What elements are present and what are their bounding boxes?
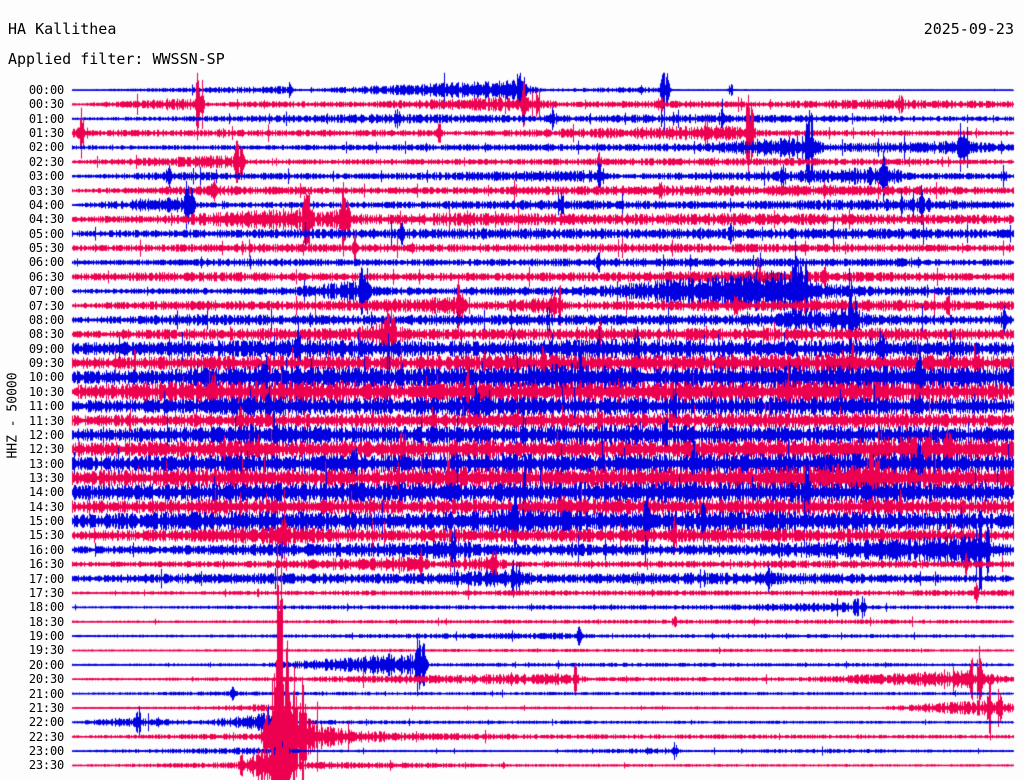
time-label: 00:30 [28, 97, 64, 112]
time-label: 04:30 [28, 212, 64, 227]
time-label: 15:00 [28, 514, 64, 529]
time-label: 01:30 [28, 126, 64, 141]
time-label: 07:30 [28, 298, 64, 313]
time-label: 11:00 [28, 399, 64, 414]
time-label: 03:00 [28, 169, 64, 184]
time-label: 05:00 [28, 226, 64, 241]
time-label: 22:30 [28, 729, 64, 744]
time-label: 15:30 [28, 528, 64, 543]
time-label: 12:00 [28, 427, 64, 442]
time-label: 01:00 [28, 111, 64, 126]
time-label: 17:30 [28, 585, 64, 600]
time-label: 14:30 [28, 499, 64, 514]
time-label: 20:30 [28, 672, 64, 687]
time-label: 06:00 [28, 255, 64, 270]
time-label: 02:00 [28, 140, 64, 155]
recording-date: 2025-09-23 [923, 20, 1014, 38]
time-label: 18:30 [28, 614, 64, 629]
time-label: 00:00 [28, 83, 64, 97]
time-label: 18:00 [28, 600, 64, 615]
time-label: 06:30 [28, 269, 64, 284]
filter-label: Applied filter: WWSSN-SP [8, 50, 225, 68]
time-label: 19:00 [28, 629, 64, 644]
time-label: 23:00 [28, 744, 64, 759]
time-label: 14:00 [28, 485, 64, 500]
time-axis: 00:00 00:30 01:00 01:30 02:00 02:30 03:00 03:30… [0, 0, 72, 780]
time-label: 11:30 [28, 413, 64, 428]
time-label: 03:30 [28, 183, 64, 198]
time-label: 22:00 [28, 715, 64, 730]
time-label: 21:30 [28, 700, 64, 715]
time-label: 21:00 [28, 686, 64, 701]
time-label: 23:30 [28, 758, 64, 773]
time-label: 09:00 [28, 341, 64, 356]
station-title: HA Kallithea [8, 20, 117, 38]
time-label: 19:30 [28, 643, 64, 658]
time-label: 16:30 [28, 557, 64, 572]
time-label: 05:30 [28, 241, 64, 256]
time-label: 16:00 [28, 542, 64, 557]
time-label: 04:00 [28, 197, 64, 212]
time-label: 12:30 [28, 442, 64, 457]
time-label: 13:30 [28, 470, 64, 485]
time-label: 10:00 [28, 370, 64, 385]
time-label: 10:30 [28, 384, 64, 399]
time-label: 09:30 [28, 356, 64, 371]
time-label: 20:00 [28, 657, 64, 672]
time-label: 08:00 [28, 312, 64, 327]
time-label: 13:00 [28, 456, 64, 471]
time-label: 07:00 [28, 284, 64, 299]
time-label: 08:30 [28, 327, 64, 342]
time-label: 02:30 [28, 154, 64, 169]
time-label: 17:00 [28, 571, 64, 586]
